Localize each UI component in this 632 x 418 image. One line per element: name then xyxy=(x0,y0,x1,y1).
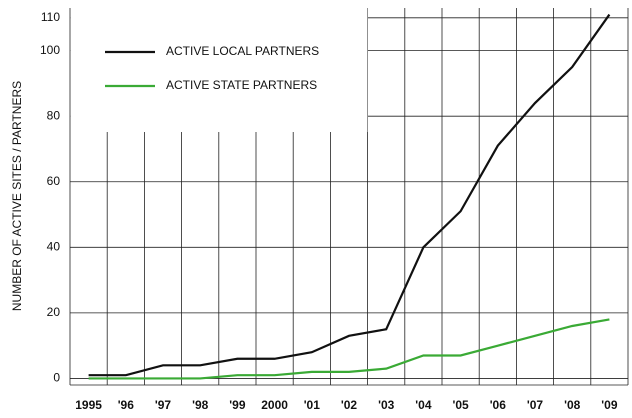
x-tick-label: '96 xyxy=(118,398,135,412)
x-tick-label: 1995 xyxy=(75,398,102,412)
x-tick-label: '02 xyxy=(341,398,358,412)
x-tick-label: '98 xyxy=(192,398,209,412)
x-tick-label: '03 xyxy=(378,398,395,412)
y-tick-label: 100 xyxy=(40,43,60,57)
y-tick-label: 110 xyxy=(41,10,60,24)
y-tick-label: 80 xyxy=(47,108,61,122)
legend-box xyxy=(70,8,368,132)
y-tick-label: 40 xyxy=(47,239,61,253)
series-line xyxy=(88,318,610,380)
x-tick-label: '97 xyxy=(155,398,172,412)
series-line xyxy=(88,13,611,377)
y-tick-label: 20 xyxy=(47,305,61,319)
y-tick-label: 60 xyxy=(47,174,61,188)
legend-label: ACTIVE STATE PARTNERS xyxy=(166,78,317,92)
x-tick-label: '06 xyxy=(490,398,507,412)
y-axis-label: NUMBER OF ACTIVE SITES / PARTNERS xyxy=(10,81,24,311)
x-tick-label: '99 xyxy=(229,398,246,412)
x-tick-label: '07 xyxy=(527,398,544,412)
x-tick-label: '01 xyxy=(304,398,321,412)
x-tick-label: 2000 xyxy=(261,398,288,412)
x-tick-label: '09 xyxy=(601,398,618,412)
legend-label: ACTIVE LOCAL PARTNERS xyxy=(166,44,319,58)
x-tick-label: '05 xyxy=(452,398,469,412)
y-tick-label: 0 xyxy=(53,371,60,385)
x-tick-label: '04 xyxy=(415,398,432,412)
x-tick-label: '08 xyxy=(564,398,581,412)
